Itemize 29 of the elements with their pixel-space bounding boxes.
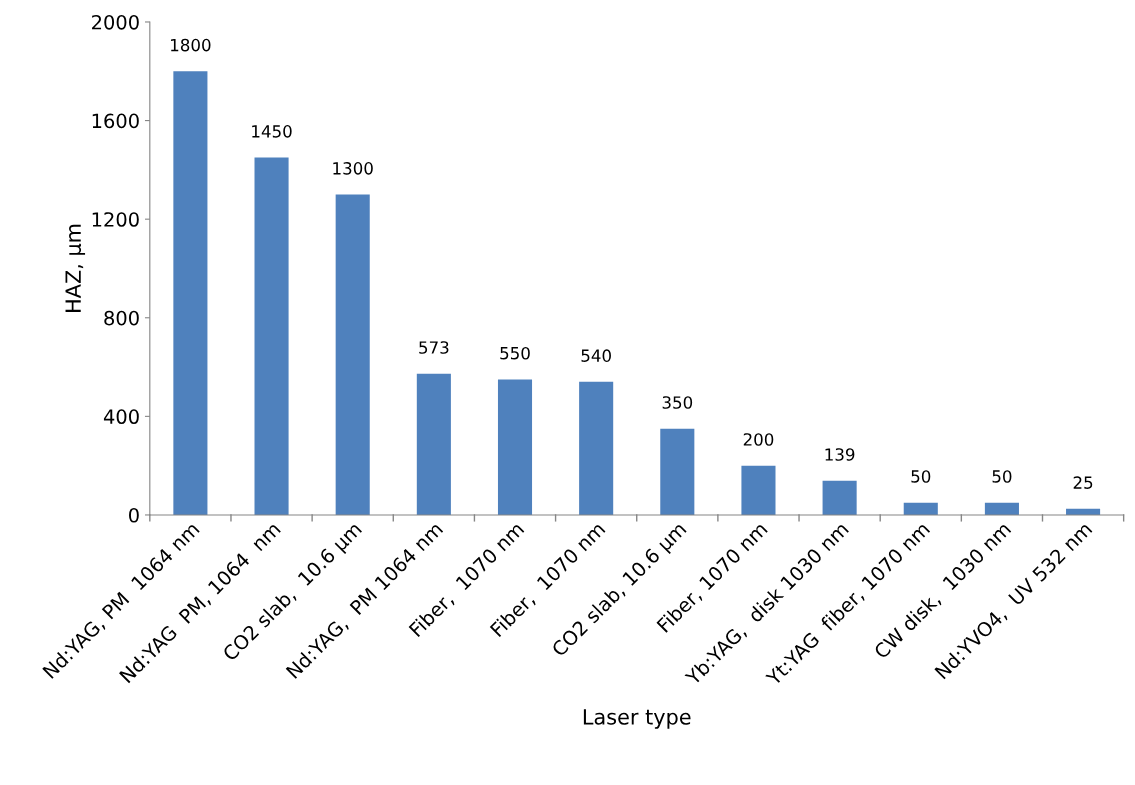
data-label: 200 — [743, 433, 774, 446]
bar — [416, 373, 451, 515]
bar — [173, 71, 208, 515]
bar — [497, 379, 533, 515]
y-tick-label: 800 — [104, 310, 139, 326]
data-label: 139 — [825, 448, 855, 461]
bar — [335, 194, 370, 515]
data-label: 25 — [1073, 476, 1093, 489]
bar — [741, 465, 776, 515]
y-tick-label: 1200 — [92, 212, 139, 227]
data-label: 1300 — [333, 162, 373, 175]
y-tick-label: 2000 — [92, 14, 139, 30]
x-axis-title: Laser type — [583, 709, 691, 729]
y-tick-label: 400 — [103, 409, 139, 425]
data-label: 550 — [500, 346, 530, 360]
data-label: 1800 — [171, 38, 211, 52]
y-tick-label: 1600 — [92, 113, 139, 129]
data-label: 1450 — [252, 125, 292, 138]
data-label: 573 — [419, 341, 449, 354]
bar — [660, 428, 695, 515]
bar — [822, 480, 857, 515]
data-label: 540 — [581, 349, 611, 362]
data-label: 50 — [911, 470, 931, 483]
y-tick-label: 0 — [129, 507, 139, 523]
data-label: 350 — [662, 396, 693, 409]
bar — [254, 157, 289, 515]
y-axis-title: HAZ, µm — [65, 224, 86, 312]
data-label: 50 — [992, 470, 1012, 483]
bar — [579, 381, 614, 515]
